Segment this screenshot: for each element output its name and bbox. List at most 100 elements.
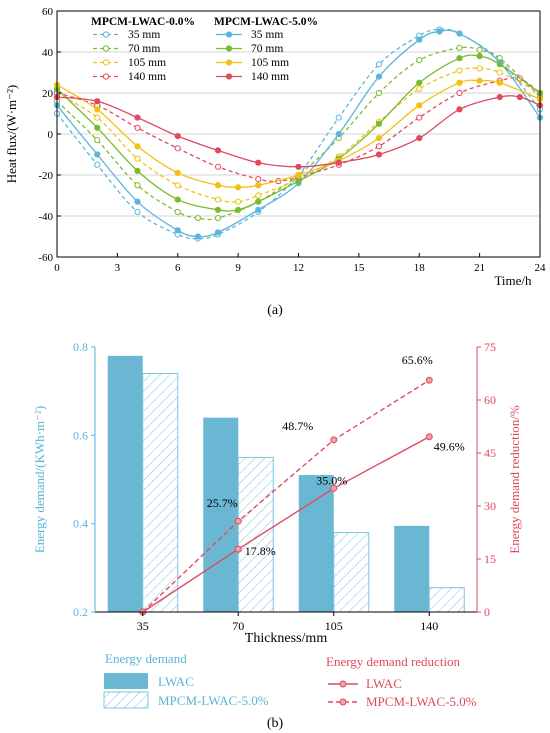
b-data-label: 49.6% — [434, 440, 465, 454]
a-point — [295, 171, 302, 179]
a-point — [255, 198, 262, 205]
a-point — [456, 55, 463, 62]
a-y-tick-label: -20 — [38, 170, 53, 182]
a-point — [456, 44, 463, 52]
a-point — [94, 114, 101, 121]
b-data-label: 17.8% — [245, 544, 276, 558]
a-point — [94, 106, 101, 113]
b-data-label: 25.7% — [207, 496, 238, 510]
b-legend: Energy demand LWAC MPCM-LWAC-5.0% Energy de… — [103, 651, 477, 709]
b-tick-labels: 35 70 105 140 0.2 0.4 0.6 0.8 0 15 30 45 60 75 — [73, 340, 496, 633]
a-point — [416, 85, 423, 93]
a-point — [295, 178, 302, 185]
a-y-axis-label: Heat flux/(W·m⁻²) — [4, 85, 19, 183]
a-x-tick-label: 3 — [115, 262, 121, 274]
a-point — [476, 65, 483, 72]
a-point — [94, 161, 101, 168]
a-point — [476, 53, 483, 60]
b-y2-tick-label: 60 — [484, 393, 496, 407]
heat-flux-chart: 0 3 6 9 12 15 18 21 24 -60 -40 -20 0 20 40 60 MPCM-LWAC… — [4, 6, 546, 318]
a-series-mpcm-lwac-5-0-105-mm — [53, 77, 544, 191]
b-x-tick-label: 105 — [325, 619, 343, 633]
a-point — [214, 229, 222, 236]
b-x-tick-label: 70 — [232, 619, 244, 633]
a-point — [194, 233, 201, 240]
b-line-point — [425, 433, 433, 441]
a-legend-label: 70 mm — [128, 43, 160, 55]
a-legend-marker — [225, 31, 233, 38]
b-legend-label: LWAC — [158, 674, 194, 689]
a-point — [416, 114, 423, 121]
b-legend-label: MPCM-LWAC-5.0% — [366, 694, 477, 709]
a-point — [335, 159, 342, 166]
a-x-tick-label: 9 — [235, 262, 241, 274]
a-legend-label: 140 mm — [251, 71, 289, 83]
a-point — [134, 182, 141, 189]
b-legend-label: MPCM-LWAC-5.0% — [158, 693, 269, 708]
a-point — [94, 98, 101, 105]
b-y2-tick-label: 45 — [484, 446, 496, 460]
a-point — [416, 79, 423, 86]
b-y2-tick-label: 75 — [484, 340, 496, 354]
b-bar-lwac — [107, 355, 143, 612]
a-point — [214, 214, 222, 222]
a-point — [375, 61, 383, 68]
a-point — [235, 198, 242, 205]
b-y2-tick-label: 0 — [484, 605, 490, 619]
a-legend-label: 105 mm — [128, 57, 166, 69]
a-point — [456, 67, 463, 74]
a-legend-label: 140 mm — [128, 71, 166, 83]
a-point — [255, 159, 262, 166]
b-line-point — [330, 484, 338, 492]
a-x-tick-label: 24 — [535, 262, 547, 274]
a-point — [496, 61, 503, 68]
a-point — [416, 57, 423, 64]
a-point — [476, 46, 483, 54]
a-point — [476, 77, 483, 84]
a-y-tick-label: -60 — [38, 252, 53, 264]
b-axes — [94, 347, 478, 613]
b-legend-label: LWAC — [366, 676, 402, 691]
a-point — [94, 124, 101, 131]
b-line-lwac — [142, 436, 430, 613]
a-point — [174, 227, 181, 234]
b-bar-mpcm — [142, 373, 179, 613]
a-x-tick-label: 15 — [353, 262, 365, 274]
b-bar-mpcm — [428, 587, 465, 613]
b-y-tick-label: 0.8 — [73, 340, 88, 354]
a-point — [235, 206, 242, 213]
a-point — [194, 214, 201, 222]
a-legend-marker — [225, 59, 233, 66]
a-point — [174, 169, 181, 177]
a-x-axis-label: Time/h — [494, 273, 532, 288]
a-legend-marker — [102, 31, 110, 38]
a-point — [496, 79, 503, 86]
a-y-tick-label: 40 — [42, 47, 54, 59]
a-point — [295, 163, 302, 170]
a-point — [94, 151, 101, 158]
b-bar-mpcm — [333, 532, 370, 613]
a-point — [255, 182, 262, 189]
a-point — [174, 132, 181, 140]
a-legend-label: 35 mm — [128, 29, 160, 41]
a-point — [134, 143, 141, 150]
a-point — [456, 79, 463, 86]
a-point — [496, 94, 503, 101]
a-point — [416, 135, 423, 142]
a-point — [94, 137, 101, 144]
a-point — [214, 206, 222, 213]
a-point — [375, 120, 383, 127]
a-x-tick-label: 18 — [414, 262, 426, 274]
a-point — [134, 124, 141, 131]
b-data-labels: 17.8% 35.0% 49.6% 25.7% 48.7% 65.6% — [207, 353, 465, 558]
b-line-group — [139, 376, 433, 616]
b-y-tick-label: 0.4 — [73, 517, 88, 531]
a-point — [134, 155, 141, 162]
a-point — [134, 198, 141, 205]
a-point — [375, 89, 383, 97]
a-point — [214, 163, 222, 170]
a-series-mpcm-lwac-5-0-70-mm — [53, 53, 544, 213]
b-legend-title-bars: Energy demand — [105, 651, 187, 666]
